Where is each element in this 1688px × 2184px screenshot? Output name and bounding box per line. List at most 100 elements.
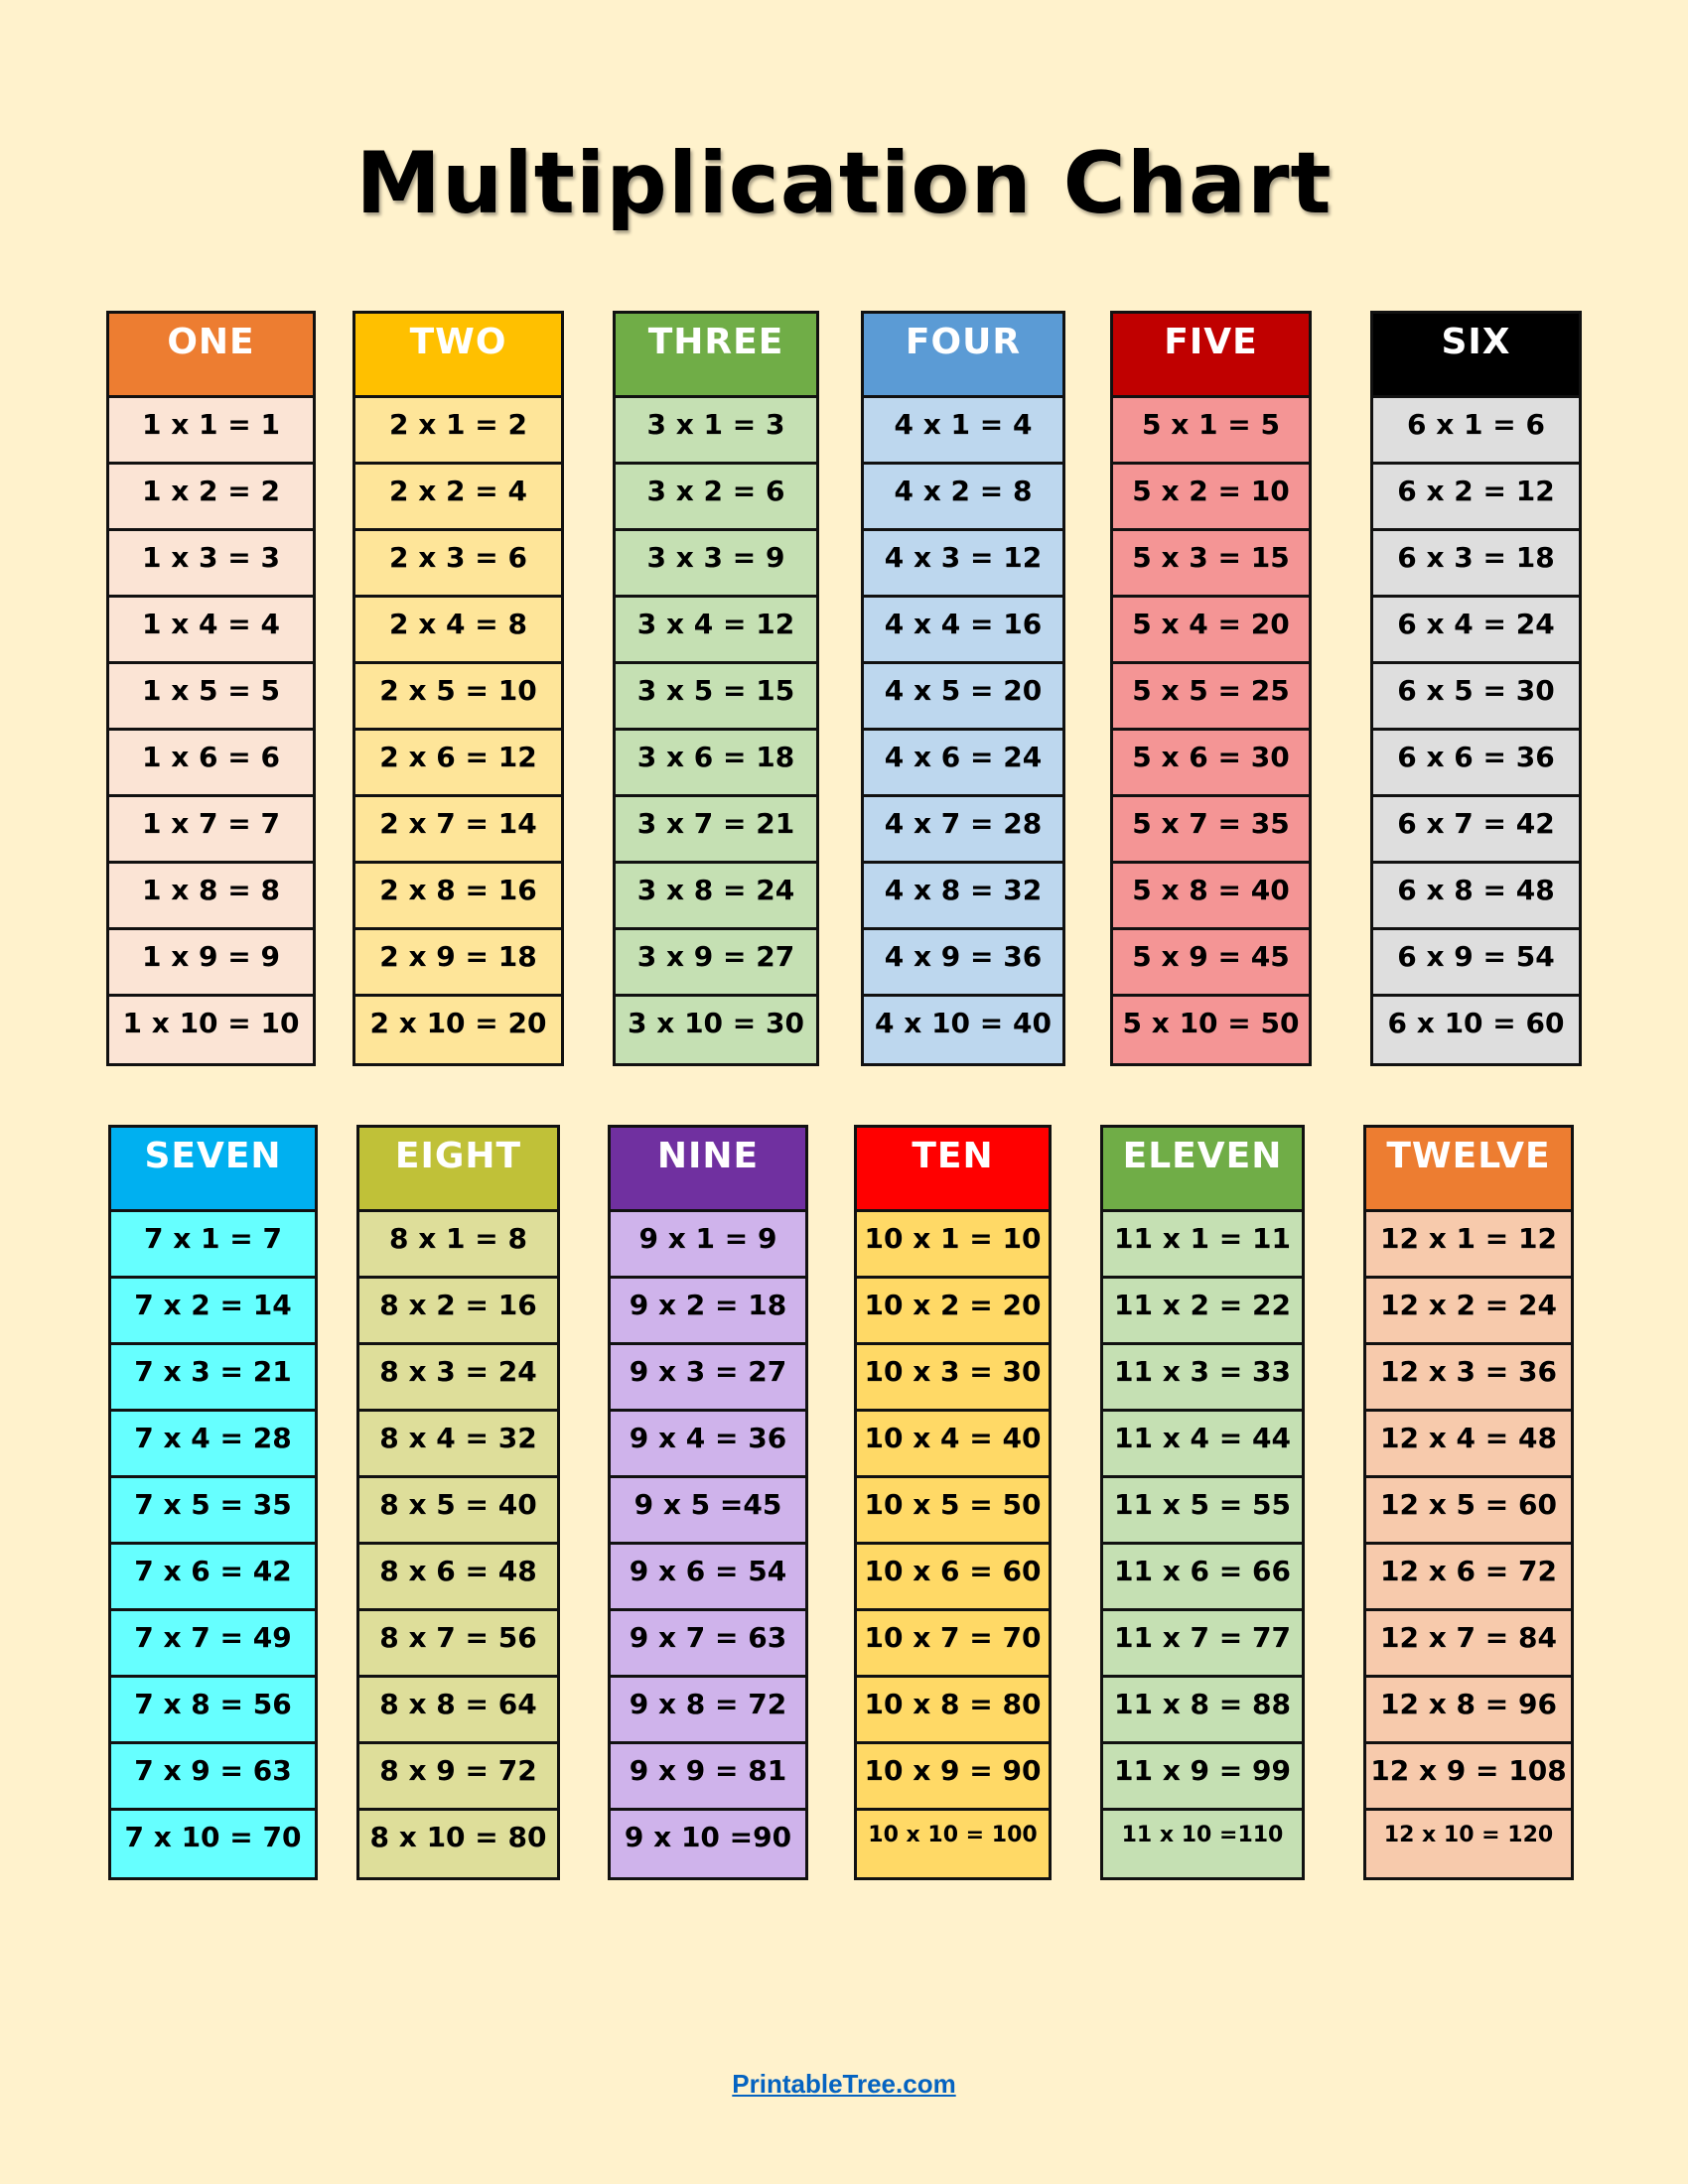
table-row: 8 x 6 = 48: [359, 1545, 557, 1611]
table-row: 12 x 4 = 48: [1366, 1412, 1571, 1478]
table-row: 10 x 1 = 10: [857, 1212, 1049, 1279]
table-header: TWO: [355, 314, 561, 398]
table-row: 3 x 1 = 3: [616, 398, 816, 465]
table-row: 1 x 8 = 8: [109, 864, 313, 930]
table-row: 6 x 3 = 18: [1373, 531, 1579, 598]
table-row: 1 x 10 = 10: [109, 997, 313, 1063]
table-row: 2 x 1 = 2: [355, 398, 561, 465]
footer-link[interactable]: PrintableTree.com: [732, 2069, 956, 2099]
table-row: 5 x 9 = 45: [1113, 930, 1309, 997]
table-ten: TEN 10 x 1 = 10 10 x 2 = 20 10 x 3 = 30 10 x…: [854, 1125, 1052, 1880]
table-row: 9 x 1 = 9: [611, 1212, 805, 1279]
table-row: 8 x 7 = 56: [359, 1611, 557, 1678]
table-row: 1 x 5 = 5: [109, 664, 313, 731]
table-row: 4 x 8 = 32: [864, 864, 1062, 930]
table-row: 4 x 10 = 40: [864, 997, 1062, 1063]
table-row: 8 x 9 = 72: [359, 1744, 557, 1811]
table-header: SIX: [1373, 314, 1579, 398]
table-row: 10 x 4 = 40: [857, 1412, 1049, 1478]
table-row: 3 x 7 = 21: [616, 797, 816, 864]
table-row: 5 x 7 = 35: [1113, 797, 1309, 864]
table-row: 5 x 6 = 30: [1113, 731, 1309, 797]
table-row: 7 x 9 = 63: [111, 1744, 315, 1811]
table-row: 7 x 6 = 42: [111, 1545, 315, 1611]
table-row: 8 x 1 = 8: [359, 1212, 557, 1279]
table-row: 11 x 2 = 22: [1103, 1279, 1302, 1345]
footer: PrintableTree.com: [0, 2069, 1688, 2100]
table-row: 1 x 2 = 2: [109, 465, 313, 531]
table-row: 11 x 5 = 55: [1103, 1478, 1302, 1545]
table-row: 3 x 9 = 27: [616, 930, 816, 997]
table-row: 3 x 2 = 6: [616, 465, 816, 531]
table-row: 7 x 8 = 56: [111, 1678, 315, 1744]
table-row: 5 x 5 = 25: [1113, 664, 1309, 731]
table-row: 10 x 8 = 80: [857, 1678, 1049, 1744]
table-row: 3 x 6 = 18: [616, 731, 816, 797]
table-row: 6 x 6 = 36: [1373, 731, 1579, 797]
table-row: 4 x 9 = 36: [864, 930, 1062, 997]
table-row: 1 x 9 = 9: [109, 930, 313, 997]
table-row: 6 x 5 = 30: [1373, 664, 1579, 731]
table-row: 12 x 7 = 84: [1366, 1611, 1571, 1678]
table-row: 11 x 6 = 66: [1103, 1545, 1302, 1611]
table-row: 4 x 3 = 12: [864, 531, 1062, 598]
table-row: 4 x 4 = 16: [864, 598, 1062, 664]
table-eleven: ELEVEN 11 x 1 = 11 11 x 2 = 22 11 x 3 = 33 1…: [1100, 1125, 1305, 1880]
table-row: 12 x 9 = 108: [1366, 1744, 1571, 1811]
table-row: 5 x 10 = 50: [1113, 997, 1309, 1063]
table-row: 12 x 6 = 72: [1366, 1545, 1571, 1611]
table-row: 10 x 9 = 90: [857, 1744, 1049, 1811]
table-row: 9 x 3 = 27: [611, 1345, 805, 1412]
table-row: 2 x 6 = 12: [355, 731, 561, 797]
table-row: 4 x 6 = 24: [864, 731, 1062, 797]
table-row: 2 x 7 = 14: [355, 797, 561, 864]
table-row: 12 x 3 = 36: [1366, 1345, 1571, 1412]
table-row: 5 x 1 = 5: [1113, 398, 1309, 465]
table-row: 11 x 4 = 44: [1103, 1412, 1302, 1478]
table-row: 9 x 6 = 54: [611, 1545, 805, 1611]
table-row: 8 x 2 = 16: [359, 1279, 557, 1345]
table-row: 2 x 10 = 20: [355, 997, 561, 1063]
table-row: 11 x 8 = 88: [1103, 1678, 1302, 1744]
page-title: Multiplication Chart: [355, 134, 1333, 233]
table-header: FOUR: [864, 314, 1062, 398]
table-row: 6 x 1 = 6: [1373, 398, 1579, 465]
table-row: 8 x 10 = 80: [359, 1811, 557, 1877]
table-row: 9 x 10 =90: [611, 1811, 805, 1877]
table-row: 3 x 5 = 15: [616, 664, 816, 731]
table-row: 3 x 8 = 24: [616, 864, 816, 930]
table-row: 2 x 5 = 10: [355, 664, 561, 731]
table-row: 4 x 5 = 20: [864, 664, 1062, 731]
table-row: 6 x 10 = 60: [1373, 997, 1579, 1063]
table-row: 5 x 3 = 15: [1113, 531, 1309, 598]
table-row: 9 x 5 =45: [611, 1478, 805, 1545]
table-row: 5 x 8 = 40: [1113, 864, 1309, 930]
table-header: TWELVE: [1366, 1128, 1571, 1212]
table-row: 6 x 8 = 48: [1373, 864, 1579, 930]
table-row: 7 x 5 = 35: [111, 1478, 315, 1545]
table-header: ONE: [109, 314, 313, 398]
table-row: 4 x 2 = 8: [864, 465, 1062, 531]
table-header: TEN: [857, 1128, 1049, 1212]
table-row: 10 x 10 = 100: [857, 1811, 1049, 1877]
table-header: EIGHT: [359, 1128, 557, 1212]
table-row: 7 x 7 = 49: [111, 1611, 315, 1678]
table-row: 12 x 1 = 12: [1366, 1212, 1571, 1279]
table-row: 1 x 1 = 1: [109, 398, 313, 465]
table-row: 2 x 3 = 6: [355, 531, 561, 598]
table-row: 2 x 9 = 18: [355, 930, 561, 997]
table-row: 9 x 7 = 63: [611, 1611, 805, 1678]
table-row: 8 x 3 = 24: [359, 1345, 557, 1412]
table-row: 6 x 9 = 54: [1373, 930, 1579, 997]
table-row: 1 x 7 = 7: [109, 797, 313, 864]
table-row: 11 x 3 = 33: [1103, 1345, 1302, 1412]
table-row: 3 x 3 = 9: [616, 531, 816, 598]
table-row: 10 x 6 = 60: [857, 1545, 1049, 1611]
table-row: 6 x 7 = 42: [1373, 797, 1579, 864]
table-row: 2 x 4 = 8: [355, 598, 561, 664]
